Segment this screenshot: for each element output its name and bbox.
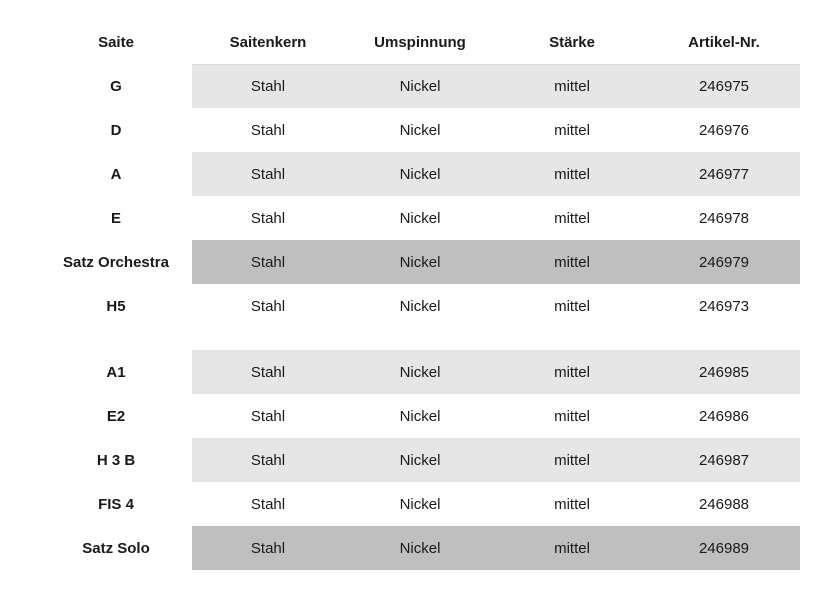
table-row: E Stahl Nickel mittel 246978 xyxy=(40,196,800,240)
cell-artikelnr: 246977 xyxy=(648,152,800,196)
strings-table: Saite Saitenkern Umspinnung Stärke Artik… xyxy=(40,20,800,570)
table-row: D Stahl Nickel mittel 246976 xyxy=(40,108,800,152)
cell-saite: A1 xyxy=(40,350,192,394)
table-row: A Stahl Nickel mittel 246977 xyxy=(40,152,800,196)
cell-umspinnung: Nickel xyxy=(344,284,496,328)
col-header-saitenkern: Saitenkern xyxy=(192,20,344,64)
cell-staerke: mittel xyxy=(496,284,648,328)
cell-umspinnung: Nickel xyxy=(344,394,496,438)
cell-staerke: mittel xyxy=(496,64,648,108)
cell-umspinnung: Nickel xyxy=(344,350,496,394)
col-header-staerke: Stärke xyxy=(496,20,648,64)
col-header-artikelnr: Artikel-Nr. xyxy=(648,20,800,64)
cell-saitenkern: Stahl xyxy=(192,394,344,438)
cell-saite: H 3 B xyxy=(40,438,192,482)
cell-saitenkern: Stahl xyxy=(192,240,344,284)
cell-artikelnr: 246973 xyxy=(648,284,800,328)
cell-artikelnr: 246979 xyxy=(648,240,800,284)
cell-artikelnr: 246989 xyxy=(648,526,800,570)
table-row: Satz Solo Stahl Nickel mittel 246989 xyxy=(40,526,800,570)
cell-saitenkern: Stahl xyxy=(192,64,344,108)
cell-saite: E xyxy=(40,196,192,240)
cell-umspinnung: Nickel xyxy=(344,240,496,284)
cell-staerke: mittel xyxy=(496,526,648,570)
cell-saite: Satz Solo xyxy=(40,526,192,570)
cell-saite: G xyxy=(40,64,192,108)
cell-staerke: mittel xyxy=(496,482,648,526)
cell-umspinnung: Nickel xyxy=(344,482,496,526)
cell-saite: Satz Orchestra xyxy=(40,240,192,284)
cell-staerke: mittel xyxy=(496,196,648,240)
table-header-row: Saite Saitenkern Umspinnung Stärke Artik… xyxy=(40,20,800,64)
cell-artikelnr: 246988 xyxy=(648,482,800,526)
cell-umspinnung: Nickel xyxy=(344,196,496,240)
cell-umspinnung: Nickel xyxy=(344,64,496,108)
cell-saitenkern: Stahl xyxy=(192,526,344,570)
cell-saite: E2 xyxy=(40,394,192,438)
table-spacer-row xyxy=(40,328,800,350)
cell-saitenkern: Stahl xyxy=(192,438,344,482)
cell-saitenkern: Stahl xyxy=(192,482,344,526)
cell-staerke: mittel xyxy=(496,240,648,284)
cell-staerke: mittel xyxy=(496,394,648,438)
cell-saitenkern: Stahl xyxy=(192,284,344,328)
cell-umspinnung: Nickel xyxy=(344,152,496,196)
cell-umspinnung: Nickel xyxy=(344,108,496,152)
table-row: E2 Stahl Nickel mittel 246986 xyxy=(40,394,800,438)
table-row: H5 Stahl Nickel mittel 246973 xyxy=(40,284,800,328)
cell-artikelnr: 246975 xyxy=(648,64,800,108)
table-row: H 3 B Stahl Nickel mittel 246987 xyxy=(40,438,800,482)
col-header-saite: Saite xyxy=(40,20,192,64)
cell-artikelnr: 246978 xyxy=(648,196,800,240)
cell-artikelnr: 246986 xyxy=(648,394,800,438)
cell-artikelnr: 246987 xyxy=(648,438,800,482)
table-row: FIS 4 Stahl Nickel mittel 246988 xyxy=(40,482,800,526)
cell-saite: H5 xyxy=(40,284,192,328)
cell-artikelnr: 246985 xyxy=(648,350,800,394)
cell-artikelnr: 246976 xyxy=(648,108,800,152)
table-row: Satz Orchestra Stahl Nickel mittel 24697… xyxy=(40,240,800,284)
cell-saitenkern: Stahl xyxy=(192,152,344,196)
cell-saite: FIS 4 xyxy=(40,482,192,526)
cell-saite: A xyxy=(40,152,192,196)
cell-umspinnung: Nickel xyxy=(344,438,496,482)
cell-staerke: mittel xyxy=(496,108,648,152)
cell-saite: D xyxy=(40,108,192,152)
cell-saitenkern: Stahl xyxy=(192,196,344,240)
table-row: G Stahl Nickel mittel 246975 xyxy=(40,64,800,108)
cell-staerke: mittel xyxy=(496,438,648,482)
table-row: A1 Stahl Nickel mittel 246985 xyxy=(40,350,800,394)
cell-umspinnung: Nickel xyxy=(344,526,496,570)
cell-saitenkern: Stahl xyxy=(192,350,344,394)
cell-saitenkern: Stahl xyxy=(192,108,344,152)
cell-staerke: mittel xyxy=(496,350,648,394)
col-header-umspinnung: Umspinnung xyxy=(344,20,496,64)
cell-staerke: mittel xyxy=(496,152,648,196)
